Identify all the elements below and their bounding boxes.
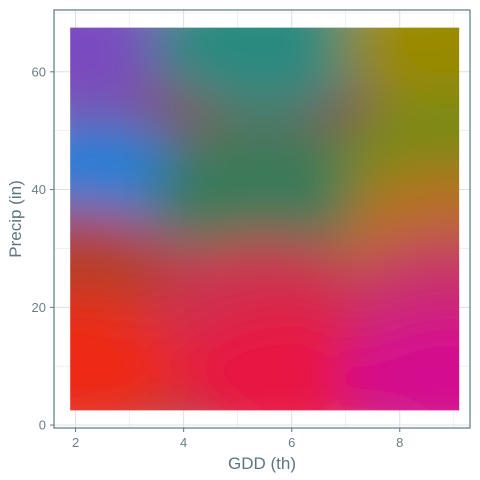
color-field-cell (149, 119, 380, 260)
x-tick-label: 6 (288, 435, 295, 450)
color-field-cell (338, 307, 460, 411)
x-tick-label: 8 (396, 435, 403, 450)
x-tick-label: 2 (72, 435, 79, 450)
y-axis-title: Precip (in) (6, 180, 25, 257)
y-tick-label: 20 (32, 300, 46, 315)
color-field-cell (149, 27, 380, 113)
color-field (70, 27, 460, 411)
axis-ticks: 2 4 6 8 0 20 40 60 (32, 64, 404, 450)
plot-border (53, 9, 471, 429)
x-axis-title: GDD (th) (228, 454, 296, 473)
y-tick-label: 60 (32, 64, 46, 79)
y-tick-label: 0 (39, 418, 46, 433)
color-field-cell (338, 27, 460, 113)
x-tick-label: 4 (180, 435, 187, 450)
y-tick-label: 40 (32, 182, 46, 197)
